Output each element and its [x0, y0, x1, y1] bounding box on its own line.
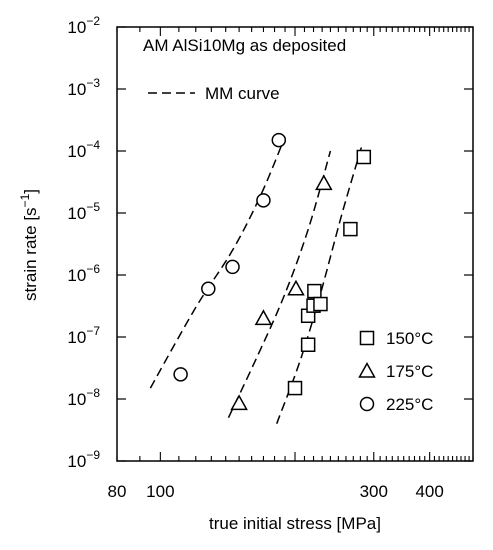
y-tick-base: 10 — [67, 452, 86, 471]
y-tick-exponent: −9 — [86, 448, 100, 462]
y-tick-base: 10 — [67, 266, 86, 285]
model-legend: MM curve — [148, 84, 280, 103]
square-point — [313, 296, 328, 312]
square-point — [356, 149, 372, 165]
model-curve-1 — [227, 150, 332, 419]
y-tick-exponent: −4 — [86, 138, 100, 152]
y-tick-label: 10−8 — [67, 386, 100, 409]
legend-label: 225°C — [386, 395, 433, 414]
x-tick-label: 100 — [146, 482, 174, 501]
y-tick-base: 10 — [67, 142, 86, 161]
x-tick-label: 400 — [415, 482, 443, 501]
y-tick-exponent: −8 — [86, 386, 100, 400]
y-tick-base: 10 — [67, 390, 86, 409]
x-tick-label: 300 — [360, 482, 388, 501]
y-tick-label: 10−5 — [67, 200, 100, 223]
axis-ticks — [116, 26, 474, 462]
triangle-point — [287, 279, 305, 296]
x-tick-label: 80 — [108, 482, 127, 501]
y-tick-label: 10−4 — [67, 138, 100, 161]
y-tick-label: 10−6 — [67, 262, 100, 285]
y-tick-label: 10−2 — [67, 14, 100, 37]
circle-point — [225, 259, 240, 275]
legend-label: 175°C — [386, 362, 433, 381]
y-tick-label: 10−9 — [67, 448, 100, 471]
triangle-point — [230, 394, 248, 411]
y-tick-label: 10−7 — [67, 324, 100, 347]
y-tick-exponent: −6 — [86, 262, 100, 276]
legend-label: 150°C — [386, 329, 433, 348]
circle-point — [271, 132, 287, 148]
legend-square-marker — [359, 330, 375, 346]
model-curve-0 — [149, 136, 286, 389]
x-tick-labels: 80 100 300 400 — [108, 482, 444, 501]
series-legend: 150°C 175°C 225°C — [358, 329, 433, 414]
y-tick-label: 10−3 — [67, 76, 100, 99]
circle-point — [201, 281, 216, 297]
square-point — [287, 380, 303, 396]
square-point — [307, 283, 322, 299]
y-axis-title-main: strain rate [s — [21, 207, 40, 301]
y-tick-exponent: −3 — [86, 76, 100, 90]
x-axis-title: true initial stress [MPa] — [209, 514, 381, 533]
legend-triangle-marker — [358, 361, 376, 378]
chart-title: AM AlSi10Mg as deposited — [143, 36, 346, 55]
y-axis-title: strain rate [s−1] — [18, 189, 40, 301]
y-axis-title-close: ] — [21, 189, 40, 194]
y-tick-base: 10 — [67, 204, 86, 223]
square-point — [343, 221, 358, 237]
triangle-point — [254, 309, 273, 326]
data-points — [173, 132, 372, 411]
model-legend-label: MM curve — [205, 84, 280, 103]
y-tick-exponent: −2 — [86, 14, 100, 28]
y-tick-base: 10 — [67, 18, 86, 37]
triangle-point — [315, 174, 333, 191]
legend-circle-marker — [359, 396, 375, 412]
square-point — [300, 337, 316, 352]
circle-point — [256, 193, 271, 208]
y-tick-exponent: −5 — [86, 200, 100, 214]
y-tick-exponent: −7 — [86, 324, 100, 338]
y-tick-labels: 10−910−810−710−610−510−410−310−2 — [67, 14, 100, 471]
y-tick-base: 10 — [67, 80, 86, 99]
circle-point — [173, 367, 188, 382]
y-tick-base: 10 — [67, 328, 86, 347]
y-axis-title-exponent: −1 — [18, 193, 32, 207]
